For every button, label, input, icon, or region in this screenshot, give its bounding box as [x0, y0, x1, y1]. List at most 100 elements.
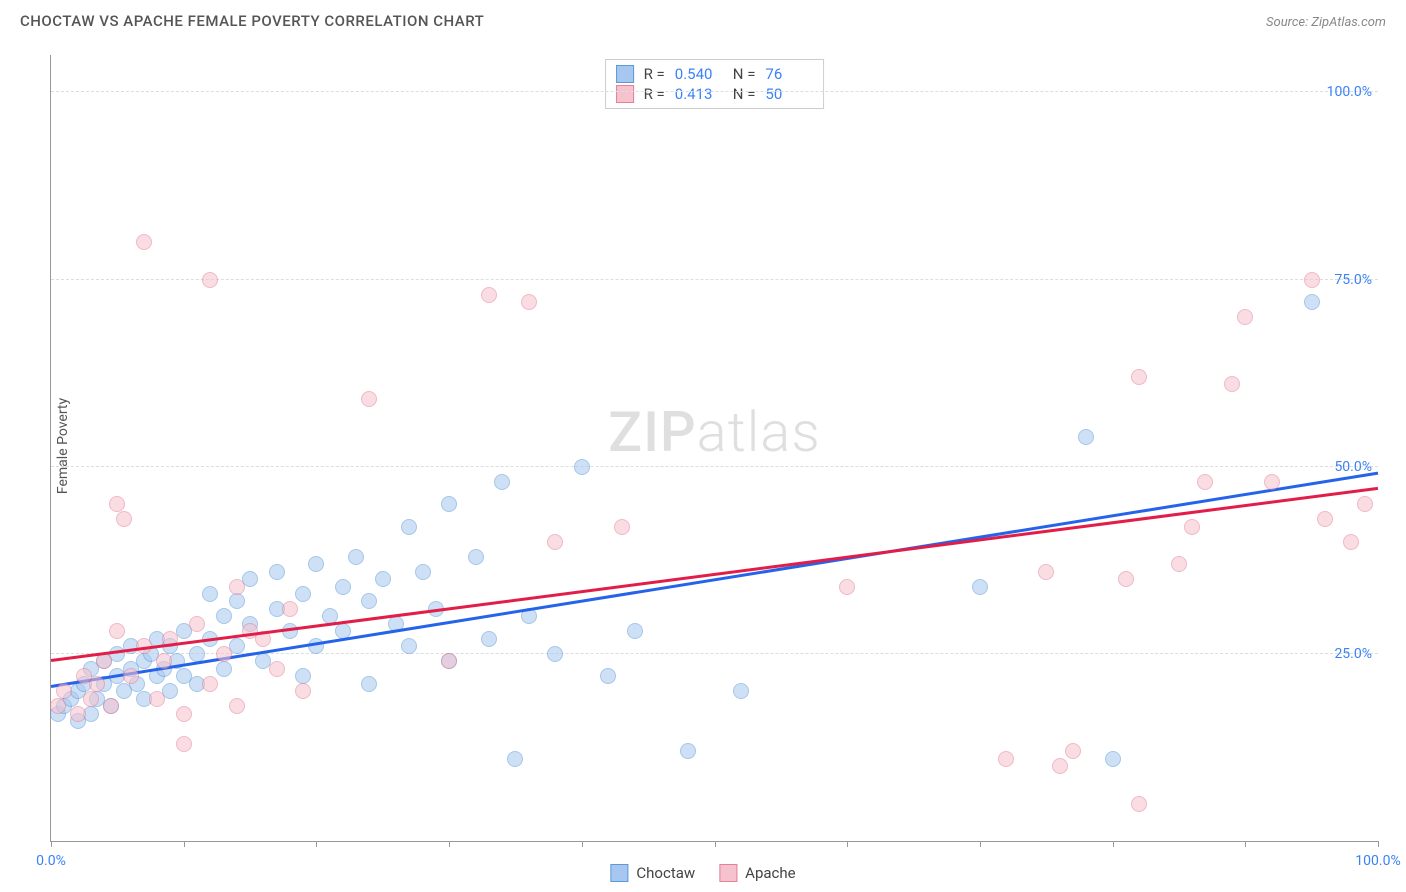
data-point — [109, 623, 125, 639]
data-point — [494, 474, 510, 490]
data-point — [176, 706, 192, 722]
data-point — [507, 751, 523, 767]
data-point — [1078, 429, 1094, 445]
data-point — [116, 511, 132, 527]
data-point — [136, 234, 152, 250]
data-point — [733, 683, 749, 699]
grid-line — [51, 466, 1378, 467]
source-label: Source: ZipAtlas.com — [1266, 15, 1386, 30]
x-tick — [1245, 841, 1246, 847]
data-point — [1317, 511, 1333, 527]
data-point — [481, 631, 497, 647]
data-point — [123, 668, 139, 684]
data-point — [202, 586, 218, 602]
x-tick — [51, 841, 52, 847]
data-point — [335, 579, 351, 595]
x-tick-label: 0.0% — [36, 853, 66, 869]
plot-area: ZIPatlas R =0.540N =76R =0.413N =50 25.0… — [50, 55, 1378, 842]
legend-bottom: Choctaw Apache — [610, 864, 795, 882]
x-tick — [847, 841, 848, 847]
data-point — [202, 272, 218, 288]
data-point — [216, 661, 232, 677]
stat-n-value: 76 — [765, 65, 813, 83]
data-point — [574, 459, 590, 475]
data-point — [1118, 571, 1134, 587]
data-point — [89, 676, 105, 692]
data-point — [972, 579, 988, 595]
data-point — [415, 564, 431, 580]
data-point — [1197, 474, 1213, 490]
data-point — [149, 691, 165, 707]
data-point — [401, 519, 417, 535]
legend-swatch — [616, 85, 634, 103]
data-point — [1171, 556, 1187, 572]
data-point — [229, 579, 245, 595]
data-point — [50, 698, 66, 714]
legend-item: Apache — [719, 864, 795, 882]
data-point — [1131, 796, 1147, 812]
x-tick — [1378, 841, 1379, 847]
data-point — [282, 601, 298, 617]
y-tick-label: 100.0% — [1327, 84, 1372, 100]
data-point — [83, 691, 99, 707]
data-point — [269, 564, 285, 580]
grid-line — [51, 279, 1378, 280]
data-point — [202, 676, 218, 692]
data-point — [441, 653, 457, 669]
data-point — [1184, 519, 1200, 535]
stats-legend-box: R =0.540N =76R = 0.413 N = 50 — [605, 59, 825, 109]
chart-title: CHOCTAW VS APACHE FEMALE POVERTY CORRELA… — [20, 12, 484, 30]
data-point — [216, 608, 232, 624]
data-point — [361, 676, 377, 692]
legend-item: Choctaw — [610, 864, 695, 882]
stat-n-value: 50 — [765, 85, 813, 103]
x-tick-label: 100.0% — [1355, 853, 1400, 869]
data-point — [229, 698, 245, 714]
data-point — [156, 653, 172, 669]
stat-n-label: N = — [733, 85, 756, 103]
data-point — [627, 623, 643, 639]
data-point — [348, 549, 364, 565]
stat-r-value: 0.413 — [675, 85, 723, 103]
legend-swatch — [719, 864, 737, 882]
data-point — [614, 519, 630, 535]
data-point — [1304, 272, 1320, 288]
data-point — [361, 391, 377, 407]
stats-row: R =0.540N =76 — [616, 64, 814, 84]
data-point — [1038, 564, 1054, 580]
data-point — [189, 616, 205, 632]
data-point — [295, 668, 311, 684]
data-point — [1304, 294, 1320, 310]
data-point — [521, 294, 537, 310]
data-point — [1105, 751, 1121, 767]
x-tick — [1113, 841, 1114, 847]
data-point — [176, 736, 192, 752]
legend-swatch — [610, 864, 628, 882]
stat-r-label: R = — [644, 85, 665, 103]
data-point — [401, 638, 417, 654]
data-point — [547, 534, 563, 550]
data-point — [441, 496, 457, 512]
stat-r-value: 0.540 — [675, 65, 723, 83]
chart-header: CHOCTAW VS APACHE FEMALE POVERTY CORRELA… — [0, 0, 1406, 30]
legend-label: Apache — [745, 864, 795, 882]
data-point — [96, 653, 112, 669]
data-point — [103, 698, 119, 714]
data-point — [1357, 496, 1373, 512]
chart-area: ZIPatlas R =0.540N =76R =0.413N =50 25.0… — [50, 55, 1378, 842]
data-point — [269, 661, 285, 677]
data-point — [1237, 309, 1253, 325]
data-point — [361, 593, 377, 609]
data-point — [680, 743, 696, 759]
x-tick — [316, 841, 317, 847]
x-tick — [449, 841, 450, 847]
legend-label: Choctaw — [636, 864, 695, 882]
y-tick-label: 50.0% — [1334, 459, 1372, 475]
data-point — [998, 751, 1014, 767]
data-point — [375, 571, 391, 587]
data-point — [295, 586, 311, 602]
data-point — [1065, 743, 1081, 759]
data-point — [282, 623, 298, 639]
data-point — [547, 646, 563, 662]
data-point — [56, 683, 72, 699]
